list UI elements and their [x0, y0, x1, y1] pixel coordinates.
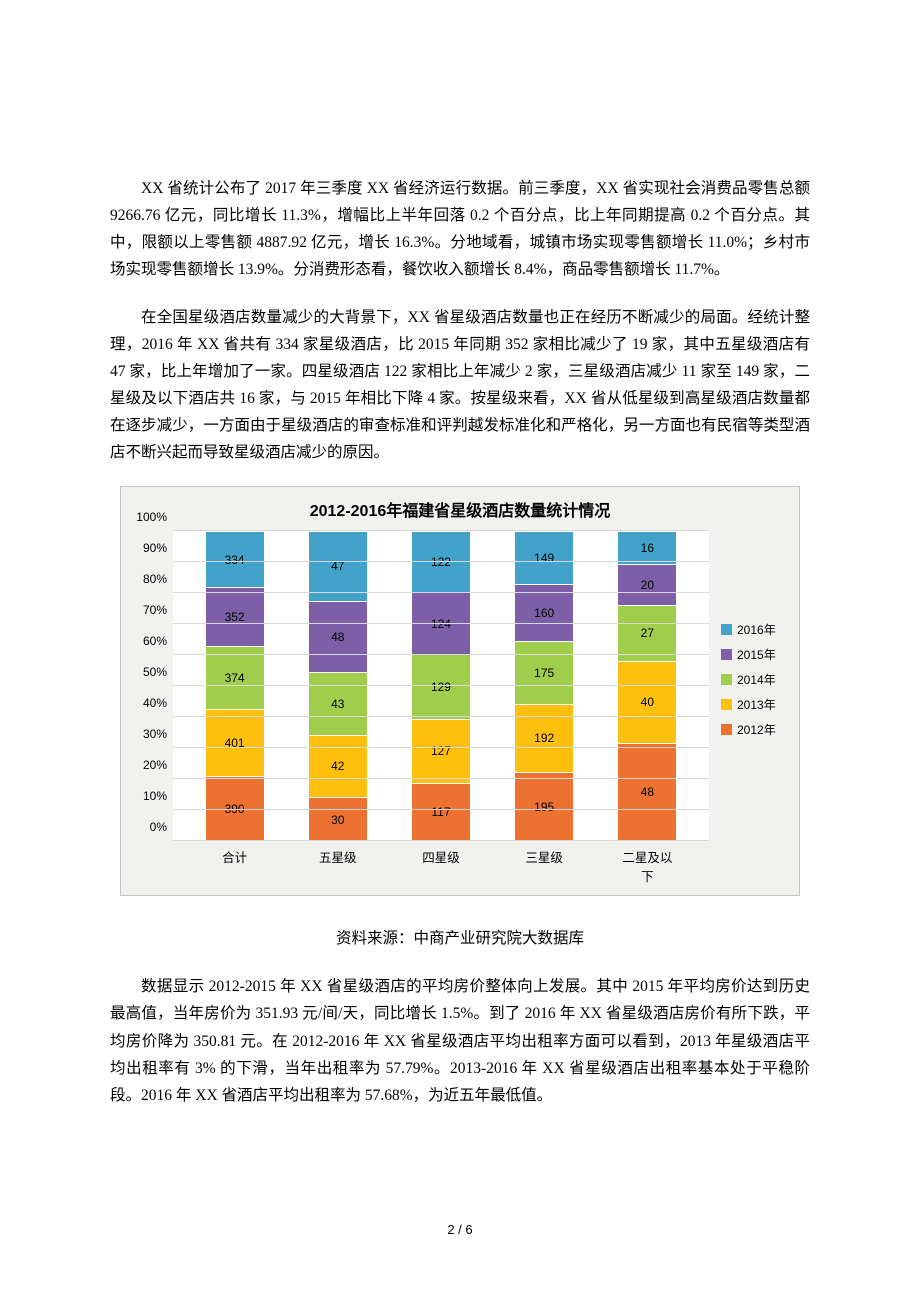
- bar-column: 117127129124122: [412, 531, 470, 841]
- gridline: [173, 685, 709, 686]
- gridline: [173, 778, 709, 779]
- bar-segment: 48: [309, 601, 367, 672]
- gridline: [173, 747, 709, 748]
- bar-segment: 352: [206, 587, 264, 646]
- paragraph-1: XX 省统计公布了 2017 年三季度 XX 省经济运行数据。前三季度，XX 省…: [110, 175, 810, 284]
- gridline: [173, 623, 709, 624]
- x-axis-label: 二星及以下: [618, 847, 676, 885]
- chart-title: 2012-2016年福建省星级酒店数量统计情况: [121, 497, 799, 521]
- gridline: [173, 716, 709, 717]
- y-tick-label: 80%: [143, 572, 167, 586]
- bar-segment: 40: [618, 661, 676, 743]
- y-axis: 0%10%20%30%40%50%60%70%80%90%100%: [121, 531, 173, 841]
- legend-label: 2014年: [737, 671, 776, 688]
- hotel-count-chart: 2012-2016年福建省星级酒店数量统计情况 0% 10% 20% 30% 40% 50…: [120, 486, 800, 896]
- x-axis-label: 三星级: [515, 847, 573, 885]
- legend-label: 2015年: [737, 646, 776, 663]
- chart-legend: 2016年 2015年 2014年 2013年 2012年: [709, 531, 799, 841]
- bar-column: 4840272016: [618, 531, 676, 841]
- gridline: [173, 840, 709, 841]
- bar-segment: 42: [309, 735, 367, 797]
- legend-label: 2016年: [737, 621, 776, 638]
- bar-segment: 48: [618, 743, 676, 842]
- bar-segment: 20: [618, 564, 676, 605]
- bar-segment: 47: [309, 531, 367, 600]
- plot-area: 3904013743523343042434847117127129124122…: [173, 531, 709, 841]
- y-tick-label: 70%: [143, 603, 167, 617]
- bar-segment: 175: [515, 641, 573, 703]
- legend-swatch: [721, 699, 732, 710]
- y-tick-label: 0%: [150, 820, 167, 834]
- y-tick-label: 10%: [143, 789, 167, 803]
- bar-segment: 127: [412, 719, 470, 783]
- legend-item: 2013年: [721, 696, 799, 713]
- legend-item: 2014年: [721, 671, 799, 688]
- gridline: [173, 592, 709, 593]
- gridline: [173, 561, 709, 562]
- legend-swatch: [721, 624, 732, 635]
- legend-item: 2015年: [721, 646, 799, 663]
- bar-segment: 30: [309, 797, 367, 841]
- bar-segment: 16: [618, 531, 676, 564]
- x-axis-label: 合计: [206, 847, 264, 885]
- bar-segment: 149: [515, 531, 573, 584]
- y-tick-label: 40%: [143, 696, 167, 710]
- gridline: [173, 809, 709, 810]
- chart-source: 资料来源：中商产业研究院大数据库: [110, 926, 810, 948]
- legend-item: 2012年: [721, 721, 799, 738]
- y-tick-label: 90%: [143, 541, 167, 555]
- y-tick-label: 60%: [143, 634, 167, 648]
- gridline: [173, 530, 709, 531]
- bar-segment: 195: [515, 772, 573, 841]
- paragraph-3: 数据显示 2012-2015 年 XX 省星级酒店的平均房价整体向上发展。其中 …: [110, 973, 810, 1109]
- y-tick-label: 30%: [143, 727, 167, 741]
- bar-segment: 401: [206, 709, 264, 776]
- legend-swatch: [721, 724, 732, 735]
- legend-item: 2016年: [721, 621, 799, 638]
- bar-segment: 334: [206, 531, 264, 587]
- y-tick-label: 100%: [136, 510, 167, 524]
- gridline: [173, 654, 709, 655]
- bar-segment: 27: [618, 605, 676, 660]
- x-axis-label: 四星级: [412, 847, 470, 885]
- y-tick-label: 50%: [143, 665, 167, 679]
- paragraph-2: 在全国星级酒店数量减少的大背景下，XX 省星级酒店数量也正在经历不断减少的局面。…: [110, 304, 810, 467]
- x-axis-label: 五星级: [309, 847, 367, 885]
- legend-swatch: [721, 674, 732, 685]
- bar-segment: 43: [309, 672, 367, 735]
- bar-column: 195192175160149: [515, 531, 573, 841]
- bar-segment: 129: [412, 654, 470, 719]
- y-tick-label: 20%: [143, 758, 167, 772]
- bar-segment: 374: [206, 646, 264, 709]
- legend-label: 2013年: [737, 696, 776, 713]
- page-number: 2 / 6: [0, 1222, 920, 1237]
- bar-column: 3042434847: [309, 531, 367, 841]
- legend-swatch: [721, 649, 732, 660]
- bar-segment: 117: [412, 783, 470, 842]
- bar-column: 390401374352334: [206, 531, 264, 841]
- bar-segment: 192: [515, 704, 573, 772]
- legend-label: 2012年: [737, 721, 776, 738]
